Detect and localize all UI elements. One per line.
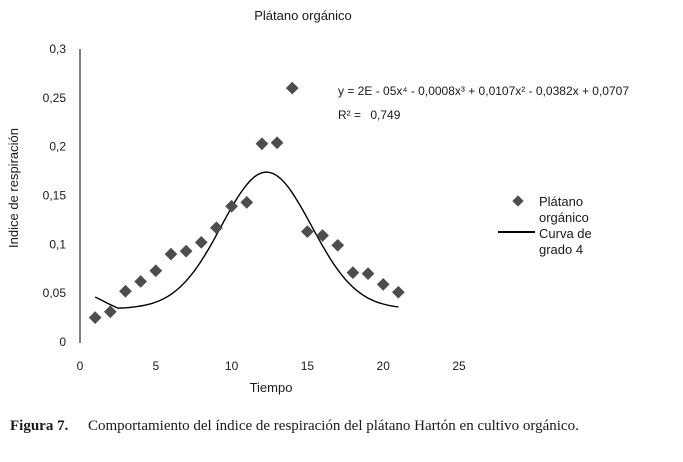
r2-value: 0,749 <box>370 108 400 122</box>
chart-title: Plátano orgánico <box>254 8 352 23</box>
data-point <box>270 136 284 150</box>
data-point <box>255 137 269 151</box>
y-tick-label: 0,15 <box>43 189 67 203</box>
x-axis-ticks: 0 5 10 15 20 25 <box>77 359 466 373</box>
data-point <box>88 311 102 324</box>
x-tick-label: 25 <box>452 359 466 373</box>
trendline-curve <box>94 171 399 309</box>
r2-equals: = <box>351 108 365 122</box>
x-tick-label: 10 <box>225 359 239 373</box>
data-point <box>240 195 254 209</box>
caption-text: Comportamiento del índice de respiración… <box>88 418 579 434</box>
data-point <box>103 305 117 319</box>
legend-item-curve-line1: Curva de <box>539 226 592 241</box>
legend-marker-diamond <box>512 195 524 207</box>
chart: Plátano orgánico 00,050,10,150,20,250,3 … <box>6 8 629 395</box>
x-tick-label: 20 <box>377 359 391 373</box>
x-axis-label: Tiempo <box>250 380 293 395</box>
data-point <box>346 266 360 280</box>
trendline-layer <box>94 171 399 309</box>
data-point <box>119 284 132 298</box>
data-point <box>149 264 163 278</box>
legend-item-points-line1: Plátano <box>539 194 583 209</box>
data-point <box>164 247 178 261</box>
y-tick-label: 0,2 <box>49 140 66 154</box>
data-point <box>391 285 405 299</box>
data-point <box>134 275 148 288</box>
legend: Plátano orgánico Curva de grado 4 <box>498 194 592 257</box>
x-tick-label: 15 <box>301 359 315 373</box>
r2-symbol: R² <box>338 108 351 122</box>
y-tick-label: 0 <box>59 335 66 349</box>
r2-label: R² = 0,749 <box>338 108 401 122</box>
y-tick-label: 0,05 <box>43 286 67 300</box>
data-point <box>285 81 299 95</box>
data-points <box>88 81 405 324</box>
data-point <box>361 267 375 280</box>
legend-item-points-line2: orgánico <box>539 210 589 225</box>
x-tick-label: 0 <box>77 359 84 373</box>
y-tick-label: 0,25 <box>43 91 67 105</box>
data-point <box>301 225 314 239</box>
y-tick-label: 0,1 <box>49 237 66 251</box>
data-point <box>179 244 193 258</box>
equation-annotation: y = 2E - 05x⁴ - 0,0008x³ + 0,0107x² - 0,… <box>338 84 629 122</box>
x-tick-label: 5 <box>152 359 159 373</box>
y-axis-label: Indice de respiración <box>6 128 21 248</box>
data-point <box>194 236 208 249</box>
y-axis-ticks: 0 0,05 0,1 0,15 0,2 0,25 0,3 <box>43 42 67 349</box>
data-point <box>316 229 329 242</box>
data-point <box>225 199 238 213</box>
figure-caption: Figura 7. Comportamiento del índice de r… <box>10 416 678 436</box>
equation-text: y = 2E - 05x⁴ - 0,0008x³ + 0,0107x² - 0,… <box>338 84 629 98</box>
data-point <box>376 278 390 291</box>
y-tick-label: 0,3 <box>49 42 66 56</box>
caption-label: Figura 7. <box>10 418 69 434</box>
data-point <box>210 221 223 235</box>
data-point <box>331 238 345 252</box>
legend-item-curve-line2: grado 4 <box>539 242 583 257</box>
